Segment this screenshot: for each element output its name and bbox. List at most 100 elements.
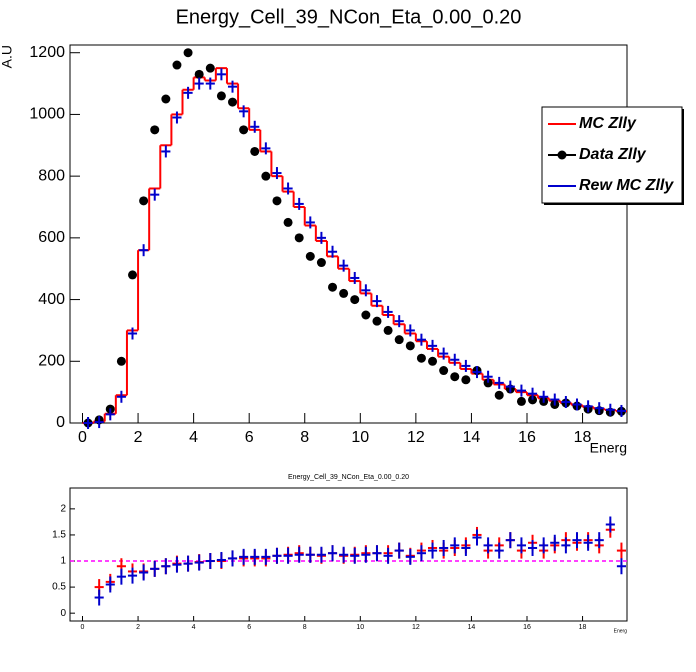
data-point [428, 356, 438, 366]
cross-point [350, 547, 360, 564]
y-tick-label: 1000 [29, 106, 65, 123]
data-point [305, 251, 315, 261]
cross-point [416, 333, 426, 346]
data-point [383, 325, 393, 335]
cross-point [583, 534, 593, 551]
cross-point [205, 77, 215, 90]
x-tick-label: 0 [81, 624, 85, 631]
data-point [483, 378, 493, 388]
x-tick-label: 16 [518, 429, 536, 446]
cross-point [472, 529, 482, 546]
cross-point [250, 548, 260, 565]
cross-point [94, 589, 104, 606]
x-tick-label: 10 [356, 624, 364, 631]
cross-point [494, 542, 504, 559]
legend-label: Rew MC Zlly [579, 177, 674, 194]
y-tick-label: 1.5 [52, 530, 66, 541]
cross-point [127, 567, 138, 584]
y-tick-label: 2 [60, 504, 66, 515]
cross-point [616, 404, 626, 417]
cross-point [494, 376, 504, 389]
y-tick-label: 400 [38, 291, 65, 308]
cross-point [516, 384, 526, 397]
y-tick-label: 1200 [29, 44, 65, 61]
legend-label: MC Zlly [579, 115, 637, 132]
cross-point [261, 548, 271, 565]
cross-point [483, 370, 493, 383]
y-tick-label: 600 [38, 229, 65, 246]
cross-point [372, 545, 382, 562]
cross-point [194, 77, 204, 90]
cross-point [305, 546, 315, 563]
plot-frame [69, 44, 628, 424]
x-tick-label: 10 [351, 429, 369, 446]
x-axis-label: Energ [590, 440, 627, 456]
cross-point [416, 545, 426, 562]
cross-point [483, 537, 493, 554]
y-axis-label: A.U [0, 45, 15, 68]
x-tick-label: 0 [78, 429, 87, 446]
cross-point [372, 295, 382, 308]
cross-point [116, 390, 126, 403]
x-tick-label: 18 [579, 624, 587, 631]
cross-point [227, 550, 238, 567]
cross-point [105, 408, 115, 421]
data-point [361, 310, 371, 320]
cross-point [205, 553, 215, 570]
cross-point [472, 366, 482, 379]
y-tick-label: 1 [60, 556, 66, 567]
data-point [450, 372, 460, 382]
cross-point [316, 231, 326, 244]
y-tick-label: 200 [38, 353, 65, 370]
cross-point [383, 305, 393, 318]
data-point [283, 217, 293, 227]
x-tick-label: 6 [245, 429, 254, 446]
cross-point [272, 167, 282, 180]
data-point [205, 63, 215, 73]
cross-point [405, 324, 415, 337]
cross-point [105, 576, 115, 593]
data-point [294, 233, 304, 243]
cross-point [316, 546, 326, 563]
cross-point [339, 546, 349, 563]
data-point [272, 196, 282, 206]
x-tick-label: 2 [134, 429, 143, 446]
cross-point [339, 259, 349, 272]
cross-point [94, 416, 104, 429]
cross-point [172, 111, 182, 124]
x-tick-label: 12 [407, 429, 425, 446]
cross-point [294, 546, 304, 563]
cross-point [539, 390, 549, 403]
cross-point [605, 516, 615, 533]
cross-point [572, 532, 582, 549]
data-point [405, 341, 415, 351]
cross-point [439, 539, 449, 556]
cross-point [461, 539, 471, 556]
cross-point [361, 284, 371, 297]
cross-point [427, 542, 438, 559]
x-tick-label: 6 [247, 624, 251, 631]
x-tick-label: 14 [463, 429, 481, 446]
data-point [516, 396, 526, 406]
cross-point [183, 86, 193, 99]
x-tick-label: 4 [189, 429, 198, 446]
cross-point [139, 244, 149, 257]
cross-point [450, 537, 460, 554]
cross-point [516, 537, 526, 554]
cross-point [194, 554, 204, 571]
y-tick-label: 800 [38, 167, 65, 184]
cross-point [250, 120, 260, 133]
data-point [394, 335, 404, 345]
cross-point [161, 145, 171, 158]
cross-point [305, 216, 315, 229]
data-point [350, 295, 360, 305]
data-point [372, 316, 382, 326]
data-point [216, 91, 226, 101]
data-point [150, 125, 160, 135]
x-tick-label: 14 [468, 624, 476, 631]
x-tick-label: 4 [192, 624, 196, 631]
data-point [494, 390, 504, 400]
x-tick-label: 18 [574, 429, 592, 446]
